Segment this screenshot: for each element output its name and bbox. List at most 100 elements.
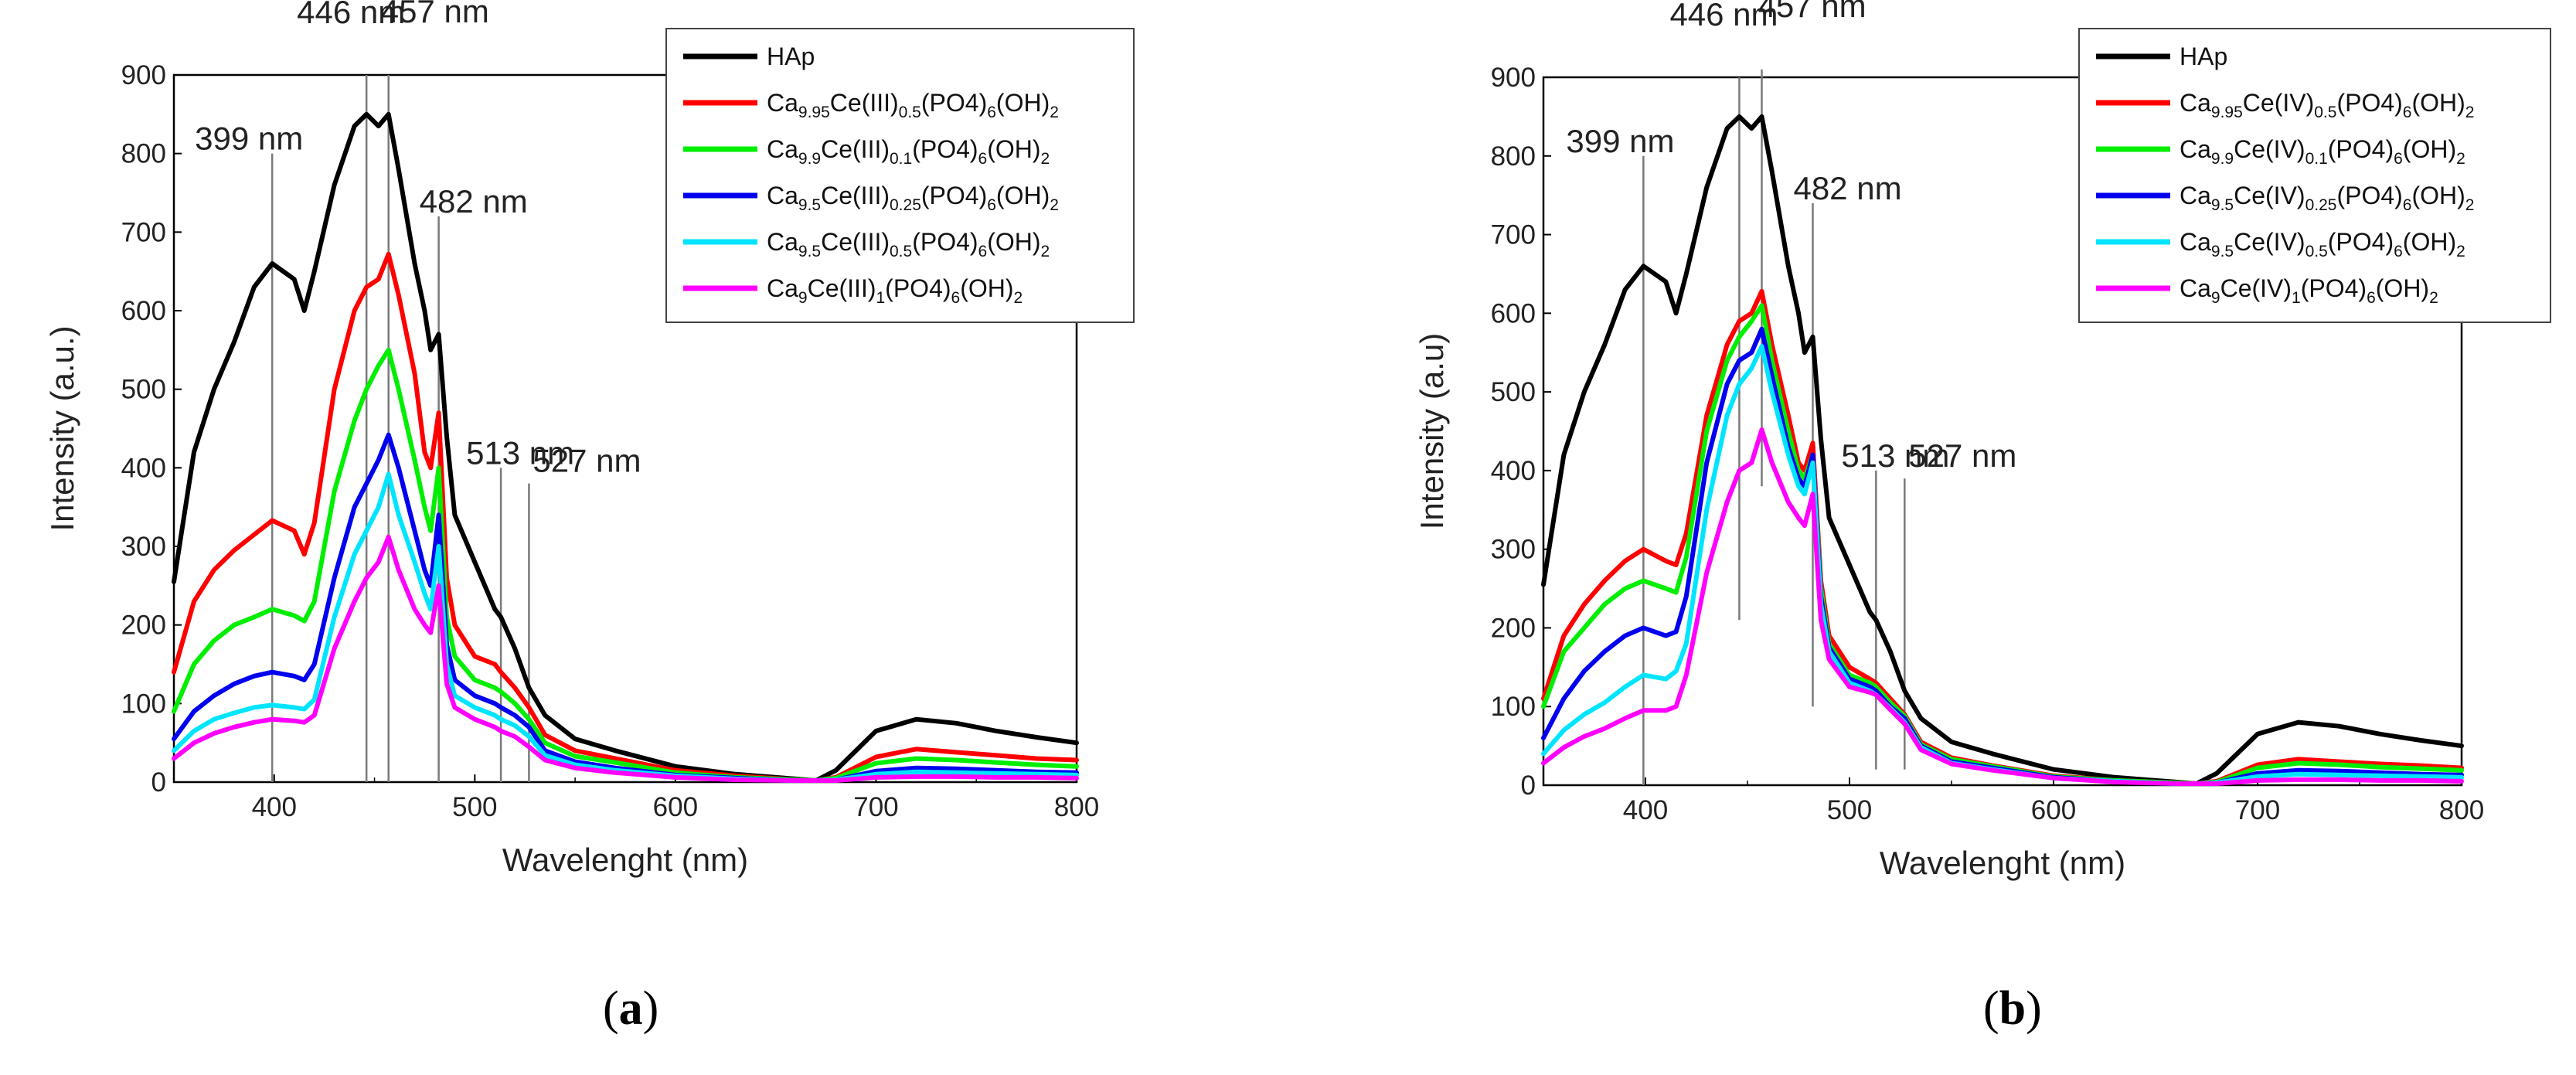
peak-label-482-nm: 482 nm: [1793, 170, 1901, 206]
x-tick-label: 400: [1623, 795, 1668, 825]
y-tick-label: 100: [121, 689, 166, 719]
legend-subscript: 9: [2211, 289, 2220, 307]
legend-subscript: 9.95: [2211, 104, 2243, 121]
legend-subscript: 9.5: [798, 243, 821, 260]
x-tick-label: 600: [653, 792, 698, 822]
x-tick-label: 700: [853, 792, 898, 822]
legend-text-part: Ce(IV): [2243, 89, 2314, 117]
x-tick-label: 400: [252, 792, 297, 822]
x-tick-label: 700: [2235, 795, 2280, 825]
x-axis-title: Wavelenght (nm): [502, 842, 748, 878]
legend-subscript: 9.9: [2211, 150, 2234, 168]
series-line-hap: [1541, 114, 2464, 786]
legend-text-part: Ca: [767, 135, 798, 163]
y-tick-label: 200: [121, 611, 166, 641]
legend-subscript: 2: [1041, 243, 1050, 260]
series-line-ca9-95ce-iv-0-5-po4-6-oh-2: [1541, 288, 2464, 786]
legend-subscript: 2: [2456, 243, 2465, 260]
legend-subscript: 6: [2394, 150, 2403, 168]
legend-text-part: Ce(III): [821, 135, 890, 163]
x-axis-title: Wavelenght (nm): [1880, 845, 2125, 881]
panel-label: (a): [603, 982, 658, 1035]
legend-text-part: (OH): [960, 274, 1013, 302]
legend-text-part: (OH): [2411, 89, 2465, 117]
legend-subscript: 6: [2403, 104, 2412, 121]
legend-subscript: 0.5: [2305, 243, 2328, 260]
series-line-ca9-5ce-iv-0-5-po4-6-oh-2: [1541, 344, 2464, 786]
legend-text-part: (PO4): [2336, 182, 2402, 209]
panel-label: (b): [1983, 982, 2042, 1035]
legend-text-part: (OH): [2403, 228, 2456, 256]
y-axis-title: Intensity (a.u.): [44, 325, 80, 531]
panel-label-letter: b: [1999, 982, 2026, 1035]
peak-label-482-nm: 482 nm: [420, 183, 528, 219]
legend-subscript: 0.1: [890, 150, 912, 168]
legend-label: Ca9.95Ce(III)0.5(PO4)6(OH)2: [767, 89, 1059, 121]
panel-label-paren: (: [603, 982, 619, 1035]
peak-label-527-nm: 527 nm: [533, 443, 641, 479]
x-tick-label: 800: [2439, 795, 2484, 825]
panel-label-paren: ): [643, 982, 659, 1035]
peak-label-513-nm: 513 nm: [1841, 437, 1949, 474]
legend-box: [2078, 28, 2551, 323]
legend-text-part: Ca: [767, 182, 798, 209]
legend-subscript: 9.95: [798, 104, 830, 121]
panel-label-paren: ): [2026, 982, 2042, 1035]
legend-text-part: Ca: [2180, 228, 2211, 256]
peak-label-513-nm: 513 nm: [466, 434, 574, 471]
legend-subscript: 2: [2465, 196, 2475, 214]
legend-text-part: (PO4): [921, 89, 987, 117]
y-tick-label: 600: [1491, 298, 1536, 328]
legend-label: Ca9.5Ce(III)0.5(PO4)6(OH)2: [767, 228, 1050, 260]
legend-label: Ca9.5Ce(III)0.25(PO4)6(OH)2: [767, 182, 1059, 214]
y-tick-label: 900: [121, 60, 166, 90]
y-tick-label: 500: [121, 375, 166, 405]
y-tick-label: 900: [1491, 63, 1536, 93]
legend-text-part: Ce(IV): [2220, 274, 2292, 302]
legend-text-part: Ca: [2180, 274, 2211, 302]
series-line-ca9-5ce-iii-0-5-po4-6-oh-2: [172, 471, 1079, 783]
legend-text-part: (OH): [987, 228, 1040, 256]
legend-label: HAp: [767, 43, 815, 70]
legend-subscript: 0.25: [890, 196, 921, 214]
legend-text-part: Ca: [767, 228, 798, 256]
legend-text-part: Ce(IV): [2234, 228, 2305, 256]
peak-label-457-nm: 457 nm: [381, 0, 489, 29]
legend-subscript: 2: [2456, 150, 2465, 168]
legend-text-part: Ca: [2180, 135, 2211, 163]
y-axis-title: Intensity (a.u): [1414, 333, 1450, 529]
legend-text-part: (PO4): [2301, 274, 2367, 302]
legend-subscript: 6: [978, 243, 988, 260]
y-tick-label: 600: [121, 296, 166, 326]
legend-subscript: 6: [951, 289, 961, 307]
legend-label: Ca9.5Ce(IV)0.25(PO4)6(OH)2: [2180, 182, 2474, 214]
legend-subscript: 6: [987, 196, 996, 214]
peak-label-527-nm: 527 nm: [1908, 437, 2016, 474]
legend-text-part: Ce(IV): [2234, 182, 2305, 209]
panel-b: 400 500 600 700 800 0 100 200 300 400 500 600 700 800…: [1414, 0, 2551, 1035]
y-tick-label: 300: [121, 532, 166, 562]
legend-subscript: 9.9: [798, 150, 821, 168]
legend-subscript: 2: [2429, 289, 2438, 307]
legend-subscript: 6: [2394, 243, 2403, 260]
legend-subscript: 1: [876, 289, 885, 307]
legend-text-part: (OH): [2403, 135, 2456, 163]
panel-a: 400 500 600 700 800 0 100 200 300 400 500 600 700 800…: [44, 0, 1135, 1035]
legend-text-part: (PO4): [2328, 135, 2394, 163]
legend-text-part: Ce(III): [821, 228, 890, 256]
x-tick-label: 500: [1827, 795, 1872, 825]
legend-text-part: Ca: [767, 89, 798, 117]
legend-text-part: Ce(IV): [2234, 135, 2305, 163]
series-line-ca9ce-iv-1-po4-6-oh-2: [1541, 427, 2464, 786]
x-tick-label: 600: [2031, 795, 2076, 825]
legend-subscript: 9.5: [798, 196, 821, 214]
legend-label: Ca9Ce(IV)1(PO4)6(OH)2: [2180, 274, 2438, 307]
legend-text-part: (PO4): [885, 274, 951, 302]
panel-label-letter: a: [619, 982, 643, 1035]
legend-text-part: (OH): [996, 182, 1050, 209]
legend-subscript: 2: [1050, 104, 1059, 121]
peak-label-457-nm: 457 nm: [1758, 0, 1866, 24]
legend-text-part: (PO4): [2328, 228, 2394, 256]
y-tick-label: 100: [1491, 692, 1536, 722]
